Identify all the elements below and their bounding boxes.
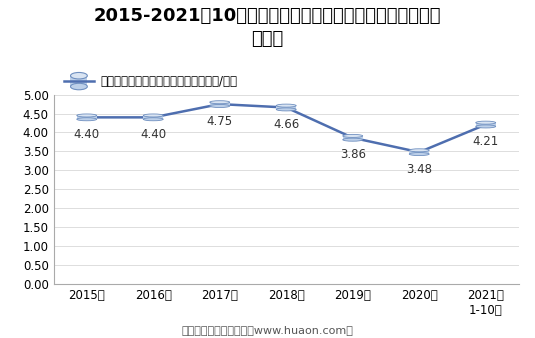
Bar (276, 105, 296, 110)
Bar (143, 116, 163, 119)
Text: 4.40: 4.40 (140, 128, 166, 141)
Ellipse shape (343, 138, 363, 141)
Text: 3.86: 3.86 (340, 148, 366, 162)
Ellipse shape (210, 101, 230, 104)
Ellipse shape (276, 108, 296, 111)
Bar (210, 102, 230, 106)
Ellipse shape (71, 72, 87, 79)
Text: 制图：华经产业研究院（www.huaon.com）: 制图：华经产业研究院（www.huaon.com） (181, 324, 354, 335)
Ellipse shape (476, 121, 496, 124)
Bar (77, 116, 97, 119)
Bar (409, 150, 429, 154)
Text: 交均价: 交均价 (251, 30, 284, 48)
Text: 4.21: 4.21 (472, 135, 499, 148)
Ellipse shape (276, 104, 296, 107)
Text: 4.40: 4.40 (74, 128, 100, 141)
Ellipse shape (71, 83, 87, 90)
Text: 3.48: 3.48 (406, 163, 432, 176)
Ellipse shape (77, 118, 97, 121)
Ellipse shape (476, 125, 496, 128)
Text: 4.75: 4.75 (207, 115, 233, 128)
Ellipse shape (409, 152, 429, 155)
Bar (476, 123, 495, 126)
Ellipse shape (143, 114, 163, 117)
Ellipse shape (343, 135, 363, 138)
Ellipse shape (77, 114, 97, 117)
Text: 2015-2021年10月大连商品交易所线型低密度聚乙烯期货成: 2015-2021年10月大连商品交易所线型低密度聚乙烯期货成 (94, 7, 441, 25)
Ellipse shape (143, 118, 163, 121)
Bar (71, 76, 87, 87)
Bar (343, 136, 363, 140)
Text: 线型低密度聚乙烯期货成交均价（万元/手）: 线型低密度聚乙烯期货成交均价（万元/手） (101, 75, 238, 88)
Text: 4.66: 4.66 (273, 118, 300, 131)
Ellipse shape (210, 104, 230, 107)
Ellipse shape (409, 149, 429, 152)
